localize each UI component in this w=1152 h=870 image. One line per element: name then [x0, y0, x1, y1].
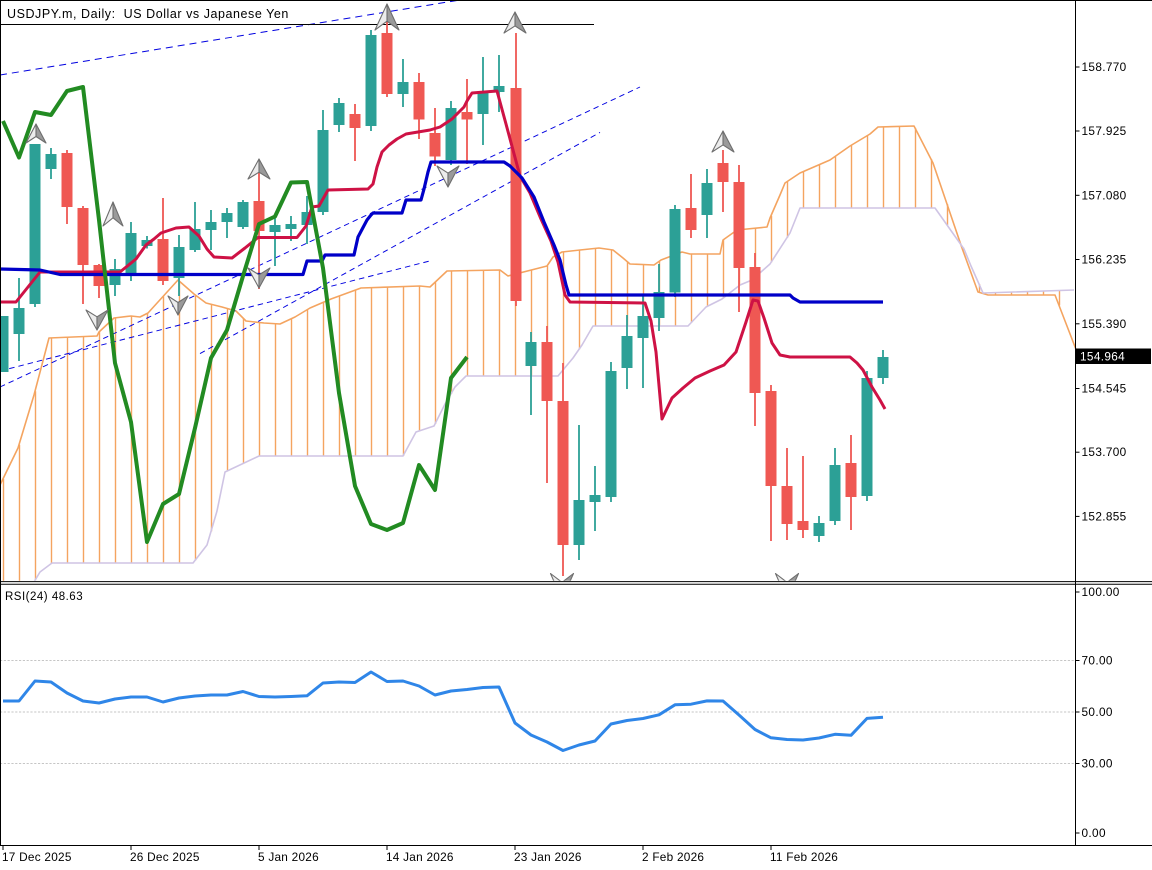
svg-text:154.545: 154.545 [1082, 382, 1127, 396]
svg-text:0.00: 0.00 [1082, 826, 1106, 840]
svg-text:RSI(24) 48.63: RSI(24) 48.63 [5, 591, 83, 603]
svg-text:14 Jan 2026: 14 Jan 2026 [386, 850, 454, 864]
svg-text:2 Feb 2026: 2 Feb 2026 [642, 850, 704, 864]
svg-text:50.00: 50.00 [1082, 705, 1113, 719]
svg-text:USDJPY.m, Daily: US Dollar vs: USDJPY.m, Daily: US Dollar vs Japanese Y… [7, 7, 289, 21]
svg-text:157.925: 157.925 [1082, 124, 1127, 138]
svg-text:158.770: 158.770 [1082, 60, 1127, 74]
svg-text:152.855: 152.855 [1082, 509, 1127, 523]
svg-text:154.964: 154.964 [1080, 350, 1125, 364]
svg-text:30.00: 30.00 [1082, 757, 1113, 771]
svg-text:26 Dec 2025: 26 Dec 2025 [130, 850, 200, 864]
svg-text:11 Feb 2026: 11 Feb 2026 [770, 850, 838, 864]
svg-text:155.390: 155.390 [1082, 317, 1127, 331]
svg-text:156.235: 156.235 [1082, 253, 1127, 267]
svg-text:157.080: 157.080 [1082, 188, 1127, 202]
svg-text:5 Jan 2026: 5 Jan 2026 [258, 850, 319, 864]
svg-text:100.00: 100.00 [1082, 585, 1120, 599]
svg-text:153.700: 153.700 [1082, 445, 1127, 459]
svg-text:70.00: 70.00 [1082, 654, 1113, 668]
svg-text:23 Jan 2026: 23 Jan 2026 [514, 850, 582, 864]
svg-text:17 Dec 2025: 17 Dec 2025 [2, 850, 72, 864]
